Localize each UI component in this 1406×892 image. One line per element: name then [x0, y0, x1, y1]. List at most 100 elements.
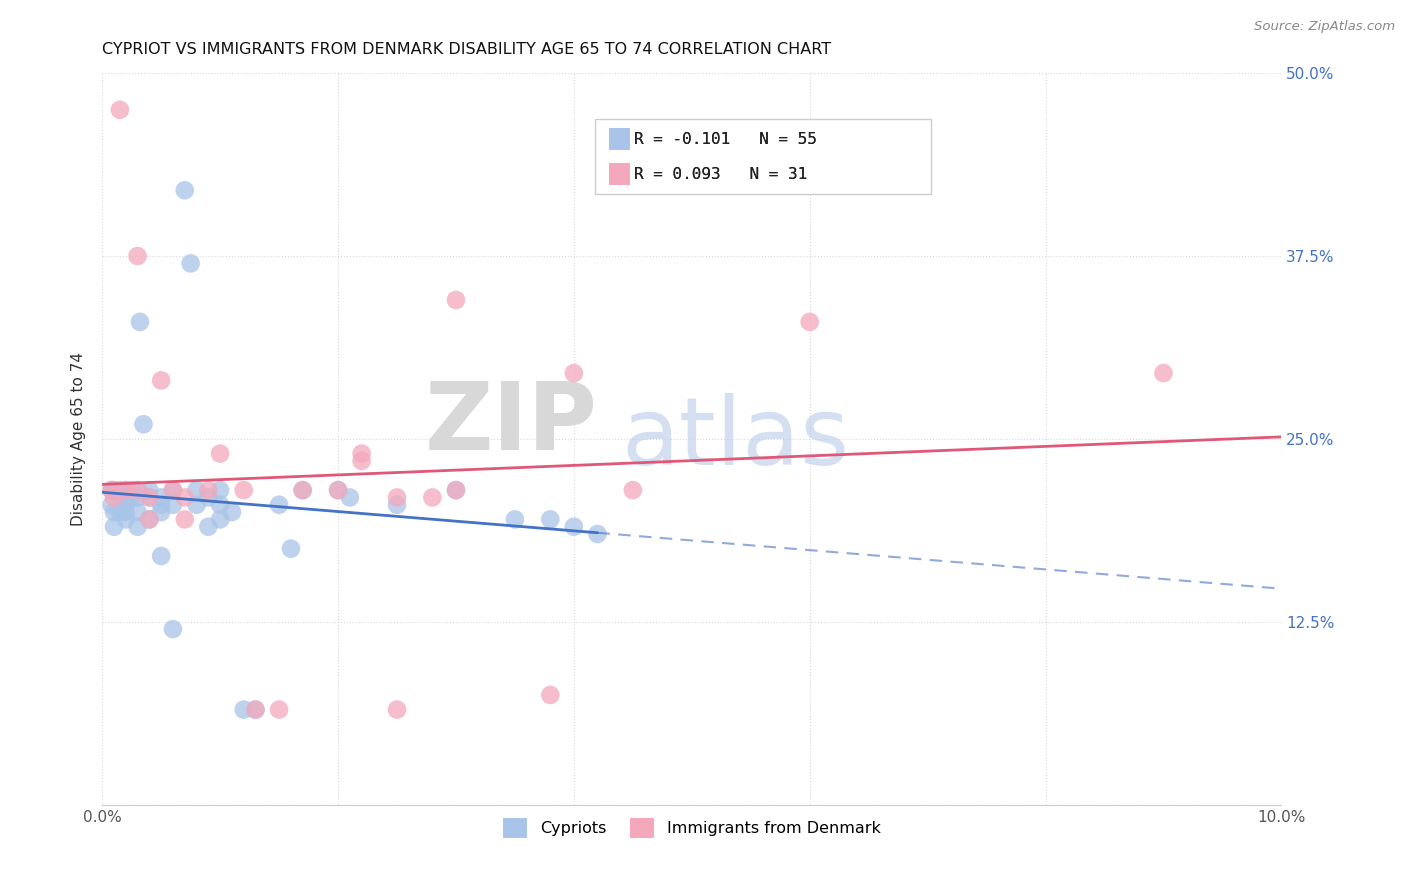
Text: R = -0.101   N = 55: R = -0.101 N = 55: [634, 131, 817, 146]
Bar: [609, 163, 630, 186]
Point: [103, 519, 125, 533]
Point: [291, 483, 314, 497]
Point: [121, 491, 143, 505]
Point: [112, 505, 135, 519]
Point: [127, 483, 149, 497]
Point: [108, 505, 131, 519]
Point: [150, 505, 173, 519]
Point: [245, 702, 267, 716]
Point: [385, 498, 408, 512]
Point: [186, 483, 208, 497]
Point: [121, 483, 143, 497]
Point: [209, 498, 232, 512]
Point: [127, 491, 149, 505]
Bar: [595, 120, 931, 194]
Point: [127, 249, 149, 263]
Text: R = 0.093   N = 31: R = 0.093 N = 31: [634, 167, 807, 182]
Point: [114, 483, 136, 497]
Text: CYPRIOT VS IMMIGRANTS FROM DENMARK DISABILITY AGE 65 TO 74 CORRELATION CHART: CYPRIOT VS IMMIGRANTS FROM DENMARK DISAB…: [103, 42, 831, 57]
Point: [173, 183, 195, 197]
Point: [326, 483, 349, 497]
Bar: [609, 128, 630, 150]
Point: [232, 483, 254, 497]
Point: [100, 498, 122, 512]
Point: [350, 446, 373, 460]
Point: [209, 512, 232, 526]
Point: [562, 519, 585, 533]
Point: [138, 491, 160, 505]
Point: [538, 512, 561, 526]
Point: [221, 505, 243, 519]
Point: [127, 505, 149, 519]
Point: [267, 702, 290, 716]
Point: [350, 454, 373, 468]
Point: [180, 256, 202, 270]
Point: [209, 483, 232, 497]
Point: [209, 446, 232, 460]
Point: [108, 103, 131, 117]
Point: [114, 498, 136, 512]
Bar: [609, 163, 630, 186]
Point: [162, 498, 184, 512]
Point: [799, 315, 821, 329]
Y-axis label: Disability Age 65 to 74: Disability Age 65 to 74: [72, 352, 86, 526]
Point: [150, 491, 173, 505]
Point: [267, 498, 290, 512]
Point: [197, 483, 219, 497]
Point: [339, 491, 361, 505]
Point: [186, 498, 208, 512]
Point: [232, 702, 254, 716]
Text: R = 0.093   N = 31: R = 0.093 N = 31: [634, 167, 807, 182]
Point: [129, 315, 152, 329]
Point: [562, 366, 585, 380]
Point: [538, 688, 561, 702]
Point: [103, 505, 125, 519]
Legend: Cypriots, Immigrants from Denmark: Cypriots, Immigrants from Denmark: [496, 812, 887, 844]
Point: [114, 512, 136, 526]
Point: [132, 417, 155, 432]
Text: ZIP: ZIP: [425, 378, 598, 470]
Point: [112, 491, 135, 505]
Point: [291, 483, 314, 497]
Point: [108, 483, 131, 497]
Point: [138, 512, 160, 526]
Point: [138, 491, 160, 505]
Point: [444, 483, 467, 497]
Point: [280, 541, 302, 556]
Point: [422, 491, 444, 505]
Point: [621, 483, 644, 497]
Point: [114, 505, 136, 519]
Point: [444, 483, 467, 497]
Point: [385, 491, 408, 505]
Bar: [609, 128, 630, 150]
Text: Source: ZipAtlas.com: Source: ZipAtlas.com: [1254, 20, 1395, 33]
Point: [326, 483, 349, 497]
Point: [100, 483, 122, 497]
Point: [444, 293, 467, 307]
Point: [385, 702, 408, 716]
Point: [197, 519, 219, 533]
Point: [150, 549, 173, 563]
Point: [150, 373, 173, 387]
Point: [245, 702, 267, 716]
Point: [162, 622, 184, 636]
Point: [1153, 366, 1175, 380]
Point: [100, 483, 122, 497]
Point: [150, 498, 173, 512]
Point: [173, 512, 195, 526]
Point: [103, 483, 125, 497]
Text: atlas: atlas: [621, 393, 849, 485]
Text: R = -0.101   N = 55: R = -0.101 N = 55: [634, 131, 817, 146]
Point: [114, 491, 136, 505]
Point: [586, 527, 609, 541]
Point: [197, 491, 219, 505]
Point: [503, 512, 526, 526]
Point: [103, 491, 125, 505]
Point: [162, 483, 184, 497]
Point: [127, 519, 149, 533]
Point: [114, 483, 136, 497]
Point: [138, 483, 160, 497]
Point: [138, 512, 160, 526]
Point: [162, 483, 184, 497]
Point: [173, 491, 195, 505]
